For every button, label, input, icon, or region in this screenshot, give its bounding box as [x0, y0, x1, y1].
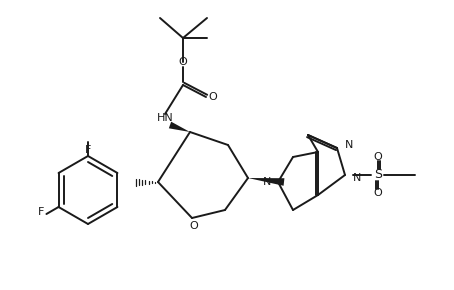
Polygon shape	[169, 122, 190, 132]
Text: N: N	[353, 173, 361, 183]
Polygon shape	[248, 178, 284, 186]
Text: O: O	[190, 221, 198, 231]
Text: O: O	[374, 188, 382, 198]
Text: N: N	[345, 140, 353, 150]
Text: S: S	[374, 168, 382, 182]
Text: O: O	[178, 57, 188, 67]
Text: F: F	[38, 207, 44, 217]
Text: F: F	[85, 145, 91, 155]
Text: O: O	[374, 152, 382, 162]
Text: N: N	[262, 177, 271, 187]
Text: HN: HN	[157, 113, 173, 123]
Text: O: O	[209, 92, 217, 102]
